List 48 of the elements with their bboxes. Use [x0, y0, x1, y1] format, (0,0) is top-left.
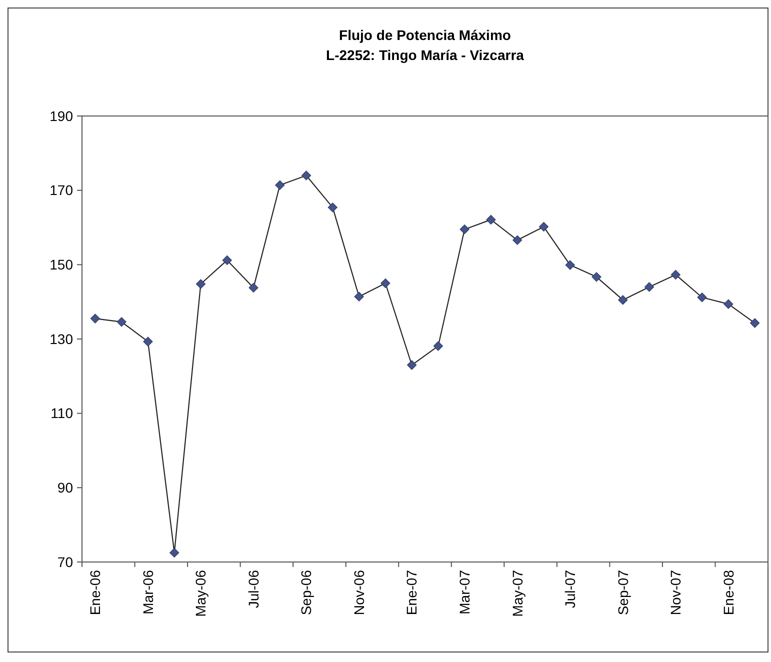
point [592, 272, 602, 282]
y-tick-label: 110 [50, 405, 74, 422]
point [301, 170, 312, 180]
x-tick-label: Mar-06 [140, 570, 156, 614]
x-tick-label: Nov-07 [668, 570, 684, 616]
point [538, 222, 549, 232]
point [116, 317, 126, 327]
point [222, 255, 232, 266]
point [697, 292, 707, 302]
point [354, 292, 364, 302]
x-tick-label: Sep-07 [614, 570, 631, 616]
point [433, 341, 443, 351]
x-tick-label: Jul-06 [245, 570, 262, 608]
x-tick-label: Ene-08 [720, 570, 736, 616]
x-tick-label: Ene-06 [87, 570, 104, 616]
y-tick-label: 70 [57, 554, 74, 570]
y-tick-label: 170 [50, 182, 74, 198]
chart-title: Flujo de Potencia Máximo [339, 27, 511, 43]
point [724, 299, 734, 309]
point [460, 224, 470, 234]
x-tick-label: Jul-07 [562, 570, 578, 608]
x-tick-label: Nov-06 [350, 570, 367, 616]
point [486, 214, 496, 224]
point [196, 279, 206, 289]
y-tick-label: 190 [50, 108, 74, 124]
point [90, 314, 100, 324]
x-tick-label: Ene-07 [404, 570, 420, 616]
x-tick-label: Sep-06 [298, 570, 314, 616]
y-tick-label: 90 [57, 480, 74, 496]
point [143, 336, 153, 346]
chart-subtitle: L-2252: Tingo María - Vizcarra [326, 47, 524, 63]
point [644, 282, 654, 292]
point [618, 295, 628, 305]
point [750, 318, 760, 328]
point [170, 548, 180, 558]
x-tick-label: May-06 [192, 570, 209, 617]
point [275, 180, 285, 190]
point [248, 282, 258, 293]
point [512, 235, 522, 245]
point [380, 278, 390, 288]
y-tick-label: 150 [50, 256, 74, 273]
point [407, 360, 417, 370]
point [565, 260, 575, 270]
point [670, 270, 680, 280]
x-tick-label: May-07 [509, 570, 526, 617]
point [328, 202, 338, 212]
x-tick-label: Mar-07 [456, 570, 472, 614]
y-tick-label: 130 [50, 330, 74, 347]
